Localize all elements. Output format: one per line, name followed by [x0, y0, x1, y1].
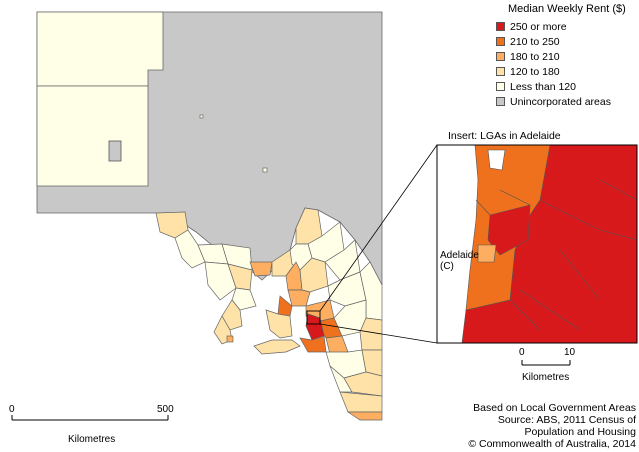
legend-swatch — [496, 52, 505, 61]
legend-label: 120 to 180 — [510, 66, 560, 78]
legend-swatch — [496, 22, 505, 31]
goyder-council — [328, 272, 366, 306]
legend-label: 250 or more — [510, 21, 567, 33]
legend-swatch — [496, 37, 505, 46]
insert-place-label: Adelaide — [440, 250, 479, 261]
port-lincoln-area — [227, 336, 233, 342]
main-scale-unit: Kilometres — [68, 434, 115, 445]
legend-item: Less than 120 — [496, 79, 638, 94]
insert-scale-bar — [522, 360, 570, 365]
source-line: Source: ABS, 2011 Census of — [440, 414, 636, 426]
legend-item: Unincorporated areas — [496, 94, 638, 109]
insert-inner-city — [478, 245, 496, 262]
insert-scale-start: 0 — [519, 347, 525, 358]
insert-place-label-sub: (C) — [440, 261, 454, 272]
mount-gambier-council — [348, 412, 382, 420]
legend-item: 180 to 210 — [496, 49, 638, 64]
insert-title: Insert: LGAs in Adelaide — [448, 130, 561, 142]
legend-title: Median Weekly Rent ($) — [508, 3, 638, 15]
adelaide-insert-map — [437, 145, 637, 343]
legend: Median Weekly Rent ($) 250 or more 210 t… — [496, 3, 638, 109]
main-scale-end: 500 — [157, 404, 174, 415]
andamooka-area — [200, 115, 203, 118]
source-line: © Commonwealth of Australia, 2014 — [440, 438, 636, 450]
west-region — [37, 86, 148, 186]
legend-label: Unincorporated areas — [510, 96, 611, 108]
legend-label: 180 to 210 — [510, 51, 560, 63]
murray-bridge-council — [326, 336, 348, 354]
legend-label: Less than 120 — [510, 81, 576, 93]
nw-region — [37, 12, 163, 86]
legend-swatch — [496, 82, 505, 91]
main-scale-bar — [12, 415, 168, 420]
legend-swatch — [496, 67, 505, 76]
source-note: Based on Local Government Areas Source: … — [440, 402, 636, 450]
coober-pedy-area — [109, 141, 121, 161]
main-scale-start: 0 — [9, 404, 15, 415]
whyalla-council — [250, 262, 272, 276]
source-line: Population and Housing — [440, 426, 636, 438]
insert-scale-unit: Kilometres — [522, 372, 569, 383]
kangaroo-island — [254, 340, 300, 354]
source-line: Based on Local Government Areas — [440, 402, 636, 414]
barunga-council — [288, 290, 310, 306]
legend-item: 250 or more — [496, 19, 638, 34]
legend-item: 120 to 180 — [496, 64, 638, 79]
legend-item: 210 to 250 — [496, 34, 638, 49]
insert-scale-end: 10 — [564, 347, 575, 358]
insert-port-area — [488, 150, 505, 170]
legend-swatch — [496, 97, 505, 106]
legend-label: 210 to 250 — [510, 36, 560, 48]
roxby-downs-area — [263, 168, 267, 172]
